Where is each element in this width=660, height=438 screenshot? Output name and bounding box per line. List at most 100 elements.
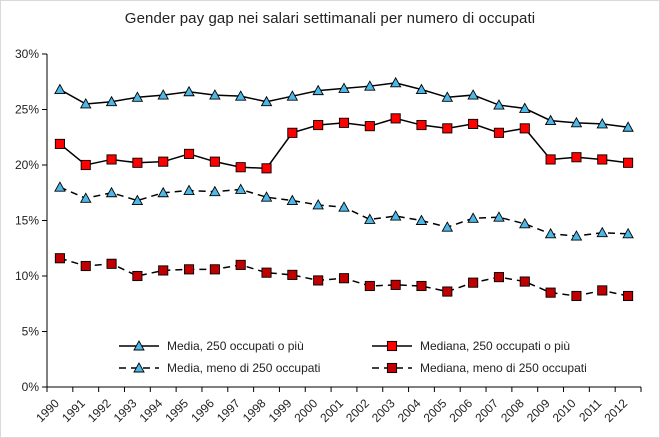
legend-label: Mediana, meno di 250 occupati bbox=[420, 361, 587, 375]
x-tick-label: 2011 bbox=[576, 396, 604, 424]
data-point bbox=[623, 157, 634, 168]
data-point bbox=[54, 138, 65, 149]
x-tick-label: 2005 bbox=[421, 396, 450, 425]
x-tick-label: 2010 bbox=[550, 396, 579, 425]
data-point bbox=[80, 260, 91, 272]
data-point bbox=[158, 156, 169, 167]
series-4 bbox=[54, 253, 634, 302]
data-point bbox=[54, 83, 66, 94]
data-point bbox=[441, 221, 454, 232]
data-point bbox=[596, 226, 609, 238]
y-tick-label: 25% bbox=[15, 103, 39, 117]
data-point bbox=[364, 121, 375, 132]
x-tick-label: 2000 bbox=[292, 396, 321, 425]
data-point bbox=[570, 116, 583, 128]
data-point bbox=[313, 119, 324, 131]
legend-label: Mediana, 250 occupati o più bbox=[420, 339, 570, 353]
x-tick-label: 2006 bbox=[446, 396, 475, 425]
data-point bbox=[261, 267, 272, 278]
data-point bbox=[364, 280, 375, 292]
data-point bbox=[467, 212, 479, 223]
data-point bbox=[493, 211, 505, 222]
data-point bbox=[79, 98, 92, 109]
data-point bbox=[312, 84, 324, 96]
data-point bbox=[389, 76, 402, 88]
data-point bbox=[106, 258, 117, 269]
data-point bbox=[468, 277, 479, 288]
x-tick-label: 1992 bbox=[85, 396, 114, 425]
x-tick-label: 1990 bbox=[33, 396, 62, 425]
x-tick-label: 1999 bbox=[266, 396, 295, 425]
data-point bbox=[544, 227, 557, 239]
series-1 bbox=[54, 76, 634, 132]
data-point bbox=[441, 91, 454, 102]
y-tick-label: 0% bbox=[22, 380, 40, 394]
data-point bbox=[209, 89, 221, 100]
data-point bbox=[286, 194, 299, 205]
data-point bbox=[623, 290, 634, 302]
data-point bbox=[519, 102, 531, 113]
data-point bbox=[79, 192, 92, 203]
x-tick-label: 1995 bbox=[162, 396, 191, 425]
series-2 bbox=[54, 113, 634, 174]
x-tick-label: 2012 bbox=[601, 396, 630, 425]
data-point bbox=[338, 117, 350, 128]
data-point bbox=[260, 191, 273, 202]
x-tick-label: 1993 bbox=[111, 396, 140, 425]
x-tick-label: 1997 bbox=[214, 396, 243, 425]
data-point bbox=[519, 123, 530, 134]
legend-label: Media, 250 occupati o più bbox=[167, 339, 304, 353]
data-point bbox=[209, 156, 220, 167]
data-point bbox=[105, 95, 118, 107]
data-point bbox=[132, 270, 143, 282]
data-point bbox=[415, 83, 428, 94]
data-point bbox=[183, 184, 195, 195]
data-point bbox=[596, 118, 609, 129]
x-tick-label: 1994 bbox=[137, 396, 166, 425]
data-point bbox=[597, 285, 608, 296]
data-point bbox=[519, 217, 531, 229]
data-point bbox=[287, 269, 298, 280]
legend-entry: Media, 250 occupati o più bbox=[119, 339, 304, 353]
data-point bbox=[209, 185, 221, 197]
data-point bbox=[519, 276, 530, 287]
y-tick-label: 20% bbox=[15, 158, 39, 172]
data-point bbox=[183, 148, 195, 159]
data-point bbox=[157, 186, 169, 198]
data-point bbox=[390, 113, 401, 124]
chart-title: Gender pay gap nei salari settimanali pe… bbox=[124, 10, 536, 27]
y-tick-label: 10% bbox=[15, 269, 39, 283]
data-point bbox=[287, 127, 298, 138]
x-tick-label: 2002 bbox=[343, 396, 372, 425]
x-tick-label: 1998 bbox=[240, 396, 269, 425]
data-point bbox=[131, 194, 144, 205]
data-point bbox=[260, 95, 273, 107]
data-point bbox=[183, 264, 195, 275]
data-point bbox=[338, 82, 350, 93]
data-point bbox=[545, 154, 556, 165]
x-tick-label: 2008 bbox=[498, 396, 527, 425]
data-point bbox=[545, 287, 556, 298]
data-point bbox=[234, 183, 247, 194]
x-tick-label: 2003 bbox=[369, 396, 398, 425]
legend-entry: Mediana, meno di 250 occupati bbox=[372, 361, 587, 375]
data-point bbox=[338, 273, 350, 284]
data-point bbox=[54, 253, 65, 264]
data-point bbox=[105, 186, 118, 198]
data-point bbox=[442, 286, 453, 297]
data-point bbox=[131, 91, 144, 102]
legend-marker bbox=[386, 340, 398, 352]
data-point bbox=[235, 259, 246, 270]
data-point bbox=[390, 279, 401, 290]
x-tick-label: 2001 bbox=[317, 396, 346, 425]
legend-entry: Mediana, 250 occupati o più bbox=[372, 339, 570, 353]
data-point bbox=[235, 162, 246, 173]
y-tick-label: 15% bbox=[15, 214, 39, 228]
data-point bbox=[571, 152, 582, 163]
legend: Media, 250 occupati o più Mediana, 250 oc… bbox=[119, 339, 587, 375]
data-point bbox=[286, 90, 299, 101]
x-tick-label: 1991 bbox=[59, 396, 88, 425]
data-point bbox=[158, 265, 169, 276]
data-point bbox=[570, 230, 583, 241]
data-point bbox=[312, 199, 324, 210]
